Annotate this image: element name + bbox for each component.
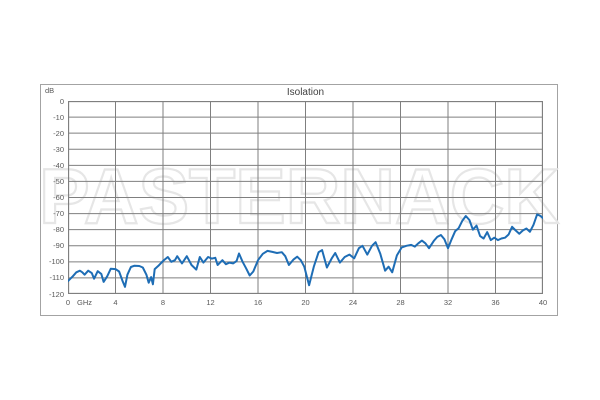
y-tick-label: -110 bbox=[49, 273, 64, 283]
watermark: PASTERNACK bbox=[38, 152, 560, 240]
y-tick-label: -90 bbox=[53, 241, 64, 251]
y-tick-label: -30 bbox=[53, 144, 64, 154]
y-tick-label: -100 bbox=[48, 257, 64, 267]
x-tick-label: 20 bbox=[301, 298, 310, 307]
x-tick-label: 28 bbox=[396, 298, 405, 307]
plot-area bbox=[68, 101, 543, 294]
chart-title: Isolation bbox=[286, 87, 325, 98]
x-tick-label: 12 bbox=[206, 298, 215, 307]
x-tick-label: 24 bbox=[348, 298, 358, 307]
y-tick-label: 0 bbox=[59, 96, 64, 106]
x-tick-label: 36 bbox=[491, 298, 500, 307]
x-axis-unit-label: GHz bbox=[77, 298, 92, 307]
x-tick-label: 0 bbox=[65, 298, 71, 307]
chart-container: PASTERNACK Isolation dB GHz 0 -10 -20 -30 -4… bbox=[38, 84, 560, 316]
x-tick-label: 32 bbox=[443, 298, 453, 307]
x-tick-label: 16 bbox=[253, 298, 263, 307]
y-tick-label: -40 bbox=[53, 160, 64, 170]
isolation-line-chart bbox=[68, 101, 543, 294]
y-axis-unit-label: dB bbox=[45, 86, 55, 95]
y-tick-label: -70 bbox=[53, 209, 64, 219]
x-tick-label: 40 bbox=[538, 298, 548, 307]
y-tick-label: -60 bbox=[53, 193, 64, 202]
y-tick-label: -80 bbox=[53, 225, 64, 235]
y-tick-label: -50 bbox=[53, 176, 64, 186]
x-tick-label: 4 bbox=[113, 298, 118, 307]
y-tick-label: -10 bbox=[53, 112, 64, 122]
x-tick-label: 8 bbox=[160, 298, 166, 307]
plot-border bbox=[68, 101, 543, 294]
y-tick-label: -120 bbox=[48, 289, 64, 299]
isolation-series-line bbox=[68, 213, 543, 288]
y-tick-label: -20 bbox=[53, 128, 64, 138]
